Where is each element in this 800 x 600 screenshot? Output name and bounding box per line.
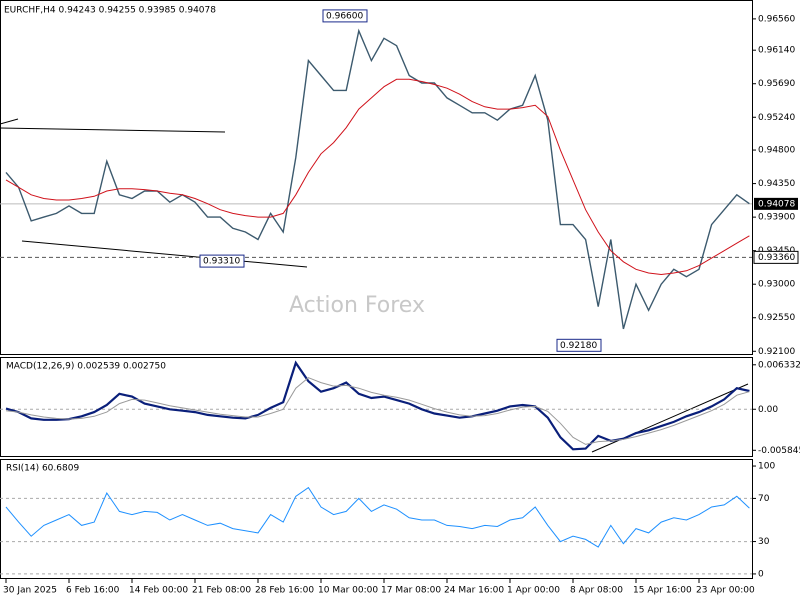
y-tick-label: 0 [758, 569, 764, 579]
rsi-panel [0, 459, 753, 579]
macd-panel [0, 357, 753, 457]
y-tick-label: 0.92550 [758, 313, 795, 323]
series-line [5, 377, 750, 445]
trend-line [591, 383, 749, 453]
trend-line [0, 118, 19, 125]
y-tick-label: 0.94350 [758, 179, 795, 189]
x-tick-label: 1 Apr 00:00 [507, 586, 560, 596]
chart-title: EURCHF,H4 0.94243 0.94255 0.93985 0.9407… [4, 6, 216, 16]
series-line [5, 78, 750, 276]
x-tick-label: 6 Feb 16:00 [66, 586, 120, 596]
y-tick-label: 0.96140 [758, 46, 795, 56]
price-panel [0, 0, 753, 355]
y-tick-label: 70 [758, 494, 770, 504]
y-tick-label: 0.95690 [758, 79, 795, 89]
x-tick-label: 30 Jan 2025 [3, 586, 57, 596]
level-label: 0.93360 [758, 253, 795, 263]
series-line [5, 486, 750, 548]
annotation: 0.92180 [560, 341, 597, 351]
trend-line [0, 127, 226, 133]
y-tick-label: 0.96560 [758, 14, 795, 24]
y-tick-label: 0.95240 [758, 113, 795, 123]
x-tick-label: 21 Feb 08:00 [192, 586, 251, 596]
price-label-box [754, 197, 798, 210]
series-line [5, 28, 750, 330]
x-tick-label: 10 Mar 00:00 [318, 586, 378, 596]
level-label-box [753, 250, 799, 264]
x-tick-label: 17 Mar 08:00 [381, 586, 441, 596]
y-tick-label: 0.92100 [758, 347, 795, 357]
y-tick-label: 30 [758, 537, 770, 547]
annotation-box [199, 254, 245, 268]
y-tick-label: 0.006332 [758, 360, 800, 370]
annotation-box [556, 338, 602, 352]
y-tick-label: 100 [758, 462, 775, 472]
x-tick-label: 24 Mar 16:00 [444, 586, 504, 596]
y-tick-label: 0.93900 [758, 213, 795, 223]
x-tick-label: 15 Apr 16:00 [633, 586, 692, 596]
x-tick-label: 14 Feb 00:00 [129, 586, 188, 596]
price-label: 0.94078 [758, 199, 795, 209]
annotation-box [322, 9, 368, 23]
rsi-title: RSI(14) 60.6809 [6, 464, 79, 474]
watermark: Action Forex [289, 293, 425, 318]
annotation: 0.96600 [326, 11, 363, 21]
y-tick-label: 0.94800 [758, 146, 795, 156]
macd-title: MACD(12,26,9) 0.002539 0.002750 [6, 362, 166, 372]
y-tick-label: 0.00 [758, 405, 778, 415]
annotation: 0.93310 [203, 257, 240, 267]
y-tick-label: -0.005845 [758, 446, 800, 456]
x-tick-label: 23 Apr 00:00 [696, 586, 755, 596]
trend-line [21, 240, 308, 268]
series-line [5, 360, 750, 451]
y-tick-label: 0.93000 [758, 280, 795, 290]
x-tick-label: 8 Apr 08:00 [570, 586, 623, 596]
x-tick-label: 28 Feb 16:00 [255, 586, 314, 596]
